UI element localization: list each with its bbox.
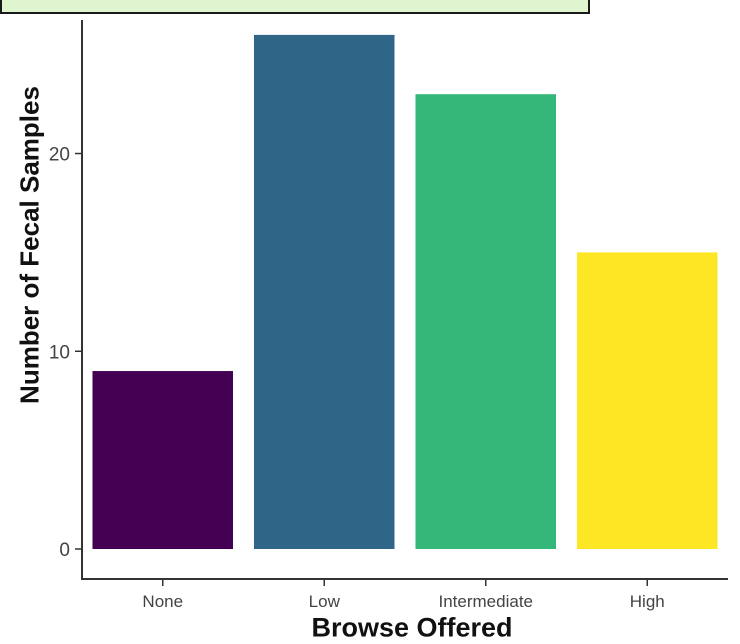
- x-tick-label: High: [630, 592, 665, 611]
- x-tick-label: Low: [309, 592, 341, 611]
- x-tick-label: None: [142, 592, 183, 611]
- bar-low: [254, 35, 395, 549]
- x-axis-title: Browse Offered: [311, 613, 512, 644]
- y-tick-label: 10: [49, 342, 70, 363]
- y-axis-title: Number of Fecal Samples: [15, 86, 46, 404]
- y-tick-label: 0: [59, 540, 70, 561]
- y-tick-label: 20: [49, 145, 70, 166]
- bar-intermediate: [415, 94, 556, 549]
- x-tick-label: Intermediate: [439, 592, 534, 611]
- bar-high: [577, 252, 718, 549]
- bar-none: [92, 371, 233, 549]
